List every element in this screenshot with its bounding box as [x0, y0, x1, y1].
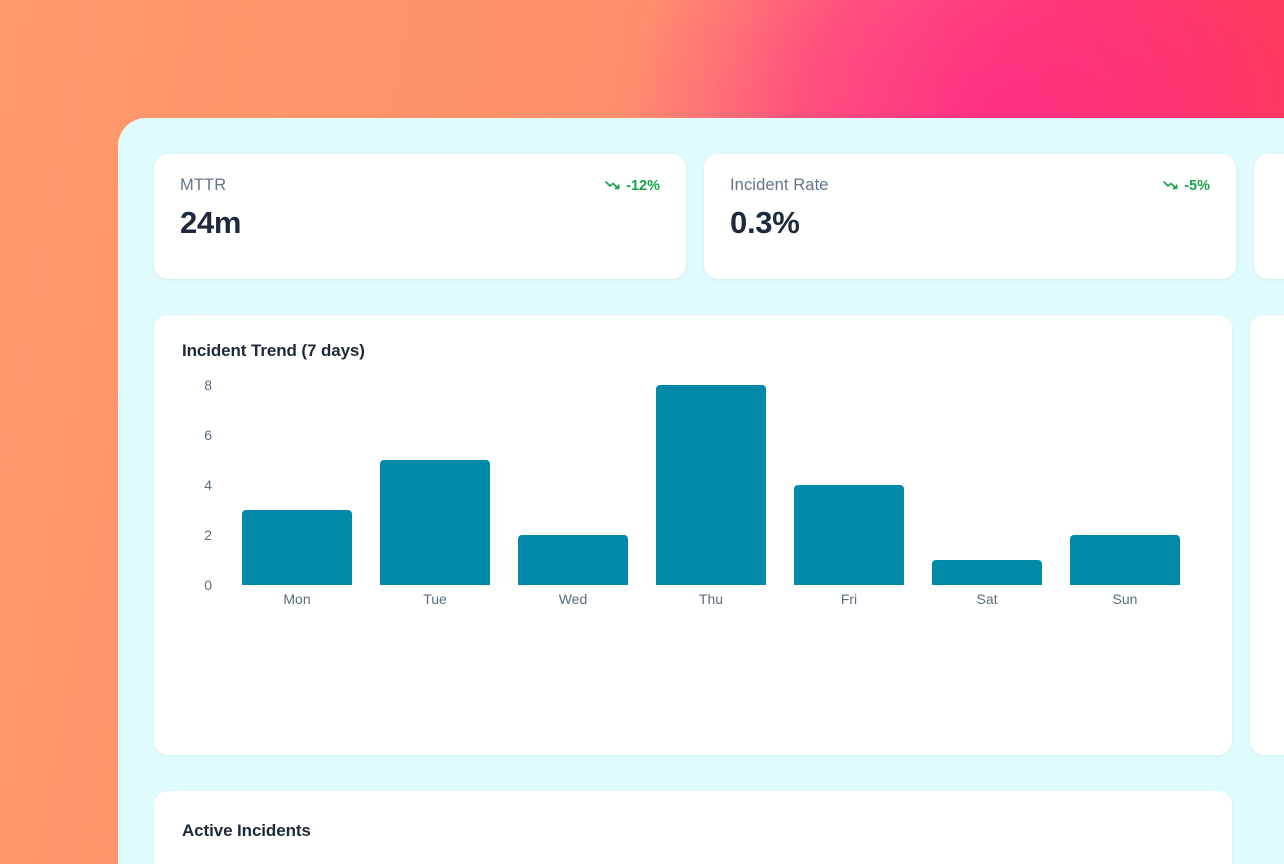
x-axis-label: Sun	[1112, 591, 1138, 607]
stat-card-delta-value: -12%	[626, 177, 660, 194]
chart-plot-area	[228, 385, 1194, 585]
chart-bar-slot	[931, 385, 1043, 585]
trend-down-icon	[605, 181, 620, 190]
stat-card-overflow[interactable]	[1254, 154, 1284, 279]
side-panel-overflow	[1250, 315, 1284, 755]
stat-card-delta: -12%	[605, 178, 660, 194]
y-axis-tick: 4	[204, 477, 212, 493]
stat-card-label: MTTR	[180, 176, 227, 194]
chart-bar[interactable]	[241, 510, 353, 585]
incident-trend-panel: Incident Trend (7 days) 0 2 4 6 8 Mon Tue Wed T…	[154, 315, 1232, 755]
chart-bar-slot	[379, 385, 491, 585]
panels-row: Incident Trend (7 days) 0 2 4 6 8 Mon Tue Wed T…	[154, 315, 1284, 755]
chart-y-axis: 0 2 4 6 8	[182, 377, 220, 593]
x-axis-label: Mon	[283, 591, 311, 607]
active-incidents-panel: Active Incidents	[154, 791, 1232, 864]
panel-title: Active Incidents	[182, 821, 311, 840]
y-axis-tick: 6	[204, 427, 212, 443]
chart-bar[interactable]	[1069, 535, 1181, 585]
y-axis-tick: 8	[204, 377, 212, 393]
stat-card-value: 24m	[180, 205, 242, 240]
y-axis-tick: 0	[204, 577, 212, 593]
trend-down-icon	[1163, 181, 1178, 190]
chart-bar-slot	[1069, 385, 1181, 585]
x-axis-label: Tue	[423, 591, 447, 607]
incident-trend-chart: 0 2 4 6 8 Mon Tue Wed Thu Fri Sat Sun	[182, 377, 1204, 617]
chart-bar-slot	[517, 385, 629, 585]
chart-bar[interactable]	[379, 460, 491, 585]
stat-card-delta-value: -5%	[1184, 177, 1210, 194]
x-axis-label: Thu	[698, 591, 724, 607]
stat-card-mttr[interactable]: MTTR -12% 24m	[154, 154, 686, 279]
stat-card-delta: -5%	[1163, 178, 1210, 194]
chart-bar[interactable]	[793, 485, 905, 585]
x-axis-label: Fri	[840, 591, 858, 607]
stat-card-value: 0.3%	[730, 205, 800, 240]
y-axis-tick: 2	[204, 527, 212, 543]
chart-bar-slot	[793, 385, 905, 585]
panel-title: Incident Trend (7 days)	[182, 341, 365, 360]
dashboard-panel: MTTR -12% 24m Incident Rate	[118, 118, 1284, 864]
x-axis-label: Wed	[558, 591, 588, 607]
stat-card-label: Incident Rate	[730, 176, 829, 194]
chart-bar-slot	[655, 385, 767, 585]
chart-bar[interactable]	[517, 535, 629, 585]
x-axis-label: Sat	[976, 591, 998, 607]
stat-cards-row: MTTR -12% 24m Incident Rate	[154, 154, 1284, 279]
stat-card-header: Incident Rate -5%	[730, 176, 1210, 195]
stat-card-header: MTTR -12%	[180, 176, 660, 195]
chart-x-axis: Mon Tue Wed Thu Fri Sat Sun	[228, 591, 1194, 607]
chart-bar[interactable]	[655, 385, 767, 585]
chart-bar[interactable]	[931, 560, 1043, 585]
chart-bar-slot	[241, 385, 353, 585]
stat-card-incident-rate[interactable]: Incident Rate -5% 0.3%	[704, 154, 1236, 279]
